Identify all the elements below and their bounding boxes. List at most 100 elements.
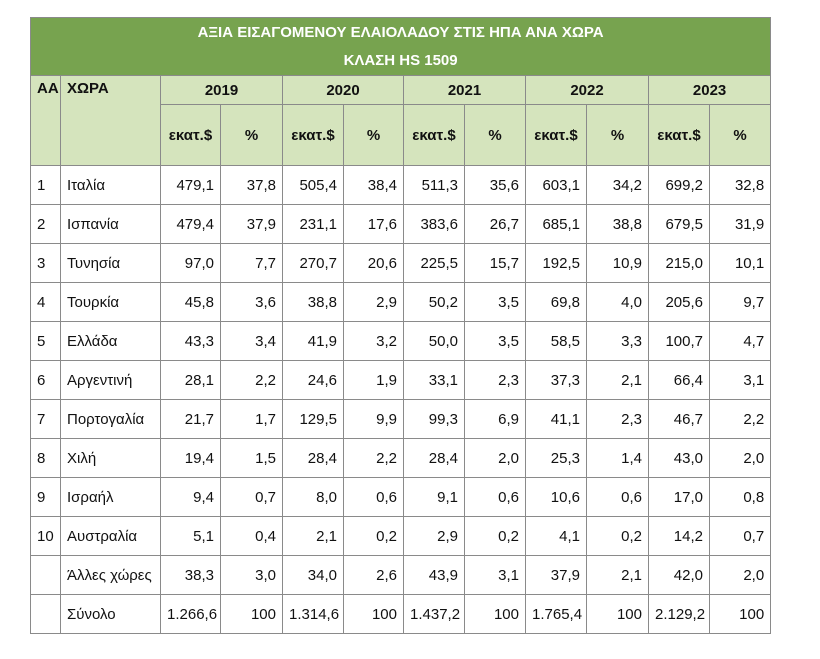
value-cell: 42,0 [648, 555, 710, 595]
value-cell: 37,8 [220, 165, 283, 205]
value-cell: 28,4 [403, 438, 465, 478]
year-header: 2021 [403, 75, 526, 105]
value-cell: 699,2 [648, 165, 710, 205]
value-cell: 2,1 [586, 555, 649, 595]
value-cell: 6,9 [464, 399, 526, 439]
value-cell: 3,1 [464, 555, 526, 595]
value-cell: 0,8 [708, 477, 772, 517]
row-index: 7 [30, 399, 61, 439]
value-cell: 99,3 [403, 399, 465, 439]
value-cell: 2,0 [708, 438, 772, 478]
index-header: ΑΑ [30, 75, 61, 166]
value-cell: 2,0 [708, 555, 772, 595]
row-index: 2 [30, 204, 61, 244]
country-name: Χιλή [60, 438, 161, 478]
value-cell: 28,4 [282, 438, 344, 478]
value-cell: 225,5 [403, 243, 465, 283]
unit-header: εκατ.$ [160, 104, 221, 166]
data-row: 7 Πορτογαλία 21,7 1,7 129,5 9,9 99,3 6,9 41,1 2,3… [30, 399, 772, 439]
value-cell: 10,1 [708, 243, 772, 283]
country-name: Ισπανία [60, 204, 161, 244]
value-cell: 10,9 [586, 243, 649, 283]
row-index: 9 [30, 477, 61, 517]
unit-header: % [586, 104, 649, 166]
value-cell: 3,6 [220, 282, 283, 322]
value-cell: 28,1 [160, 360, 221, 400]
value-cell: 1.266,6 [160, 594, 221, 634]
value-cell: 9,7 [708, 282, 772, 322]
value-cell: 679,5 [648, 204, 710, 244]
unit-header: εκατ.$ [403, 104, 465, 166]
value-cell: 15,7 [464, 243, 526, 283]
value-cell: 37,9 [220, 204, 283, 244]
value-cell: 37,3 [525, 360, 587, 400]
value-cell: 1.314,6 [282, 594, 344, 634]
value-cell: 1,9 [343, 360, 404, 400]
value-cell: 9,1 [403, 477, 465, 517]
country-name: Αυστραλία [60, 516, 161, 556]
year-header: 2020 [282, 75, 404, 105]
value-cell: 2,2 [708, 399, 772, 439]
country-name: Σύνολο [60, 594, 161, 634]
value-cell: 0,2 [586, 516, 649, 556]
unit-header: % [220, 104, 283, 166]
data-row: 5 Ελλάδα 43,3 3,4 41,9 3,2 50,0 3,5 58,5 3,3 100,7… [30, 321, 772, 361]
value-cell: 26,7 [464, 204, 526, 244]
value-cell: 45,8 [160, 282, 221, 322]
value-cell: 21,7 [160, 399, 221, 439]
value-cell: 383,6 [403, 204, 465, 244]
value-cell: 19,4 [160, 438, 221, 478]
country-name: Τυνησία [60, 243, 161, 283]
value-cell: 100 [464, 594, 526, 634]
data-row: 6 Αργεντινή 28,1 2,2 24,6 1,9 33,1 2,3 37,3 2,1 66… [30, 360, 772, 400]
value-cell: 685,1 [525, 204, 587, 244]
value-cell: 129,5 [282, 399, 344, 439]
value-cell: 50,2 [403, 282, 465, 322]
data-row: 4 Τουρκία 45,8 3,6 38,8 2,9 50,2 3,5 69,8 4,0 205,… [30, 282, 772, 322]
value-cell: 2,9 [343, 282, 404, 322]
row-index: 1 [30, 165, 61, 205]
value-cell: 215,0 [648, 243, 710, 283]
value-cell: 24,6 [282, 360, 344, 400]
value-cell: 0,6 [343, 477, 404, 517]
data-row: Σύνολο 1.266,6 100 1.314,6 100 1.437,2 100 1.76… [30, 594, 772, 634]
row-index: 5 [30, 321, 61, 361]
year-row: ΑΑ ΧΩΡΑ 2019 2020 2021 2022 2023 [30, 75, 772, 166]
data-row: 3 Τυνησία 97,0 7,7 270,7 20,6 225,5 15,7 192,5 10… [30, 243, 772, 283]
value-cell: 97,0 [160, 243, 221, 283]
value-cell: 34,2 [586, 165, 649, 205]
subheader-row: εκατ.$% εκατ.$% εκατ.$% εκατ.$% εκατ.$% [31, 104, 772, 166]
row-index: 8 [30, 438, 61, 478]
value-cell: 0,7 [220, 477, 283, 517]
value-cell: 5,1 [160, 516, 221, 556]
data-row: 1 Ιταλία 479,1 37,8 505,4 38,4 511,3 35,6 603,1 3… [30, 165, 772, 205]
value-cell: 9,9 [343, 399, 404, 439]
value-cell: 205,6 [648, 282, 710, 322]
table-body: ΑΞΙΑ ΕΙΣΑΓΟΜΕΝΟΥ ΕΛΑΙΟΛΑΔΟΥ ΣΤΙΣ ΗΠΑ ΑΝΑ… [29, 17, 772, 634]
value-cell: 9,4 [160, 477, 221, 517]
value-cell: 511,3 [403, 165, 465, 205]
unit-header: % [708, 104, 772, 166]
value-cell: 20,6 [343, 243, 404, 283]
value-cell: 17,0 [648, 477, 710, 517]
unit-header: % [343, 104, 404, 166]
value-cell: 38,3 [160, 555, 221, 595]
value-cell: 2,2 [343, 438, 404, 478]
value-cell: 38,8 [586, 204, 649, 244]
value-cell: 479,4 [160, 204, 221, 244]
value-cell: 17,6 [343, 204, 404, 244]
value-cell: 35,6 [464, 165, 526, 205]
value-cell: 43,3 [160, 321, 221, 361]
table-subtitle: ΚΛΑΣΗ HS 1509 [343, 51, 458, 69]
value-cell: 58,5 [525, 321, 587, 361]
value-cell: 25,3 [525, 438, 587, 478]
value-cell: 0,6 [464, 477, 526, 517]
row-index: 10 [30, 516, 61, 556]
value-cell: 1.437,2 [403, 594, 465, 634]
unit-header: εκατ.$ [525, 104, 587, 166]
value-cell: 14,2 [648, 516, 710, 556]
country-header: ΧΩΡΑ [60, 75, 161, 166]
value-cell: 505,4 [282, 165, 344, 205]
unit-header: εκατ.$ [282, 104, 344, 166]
